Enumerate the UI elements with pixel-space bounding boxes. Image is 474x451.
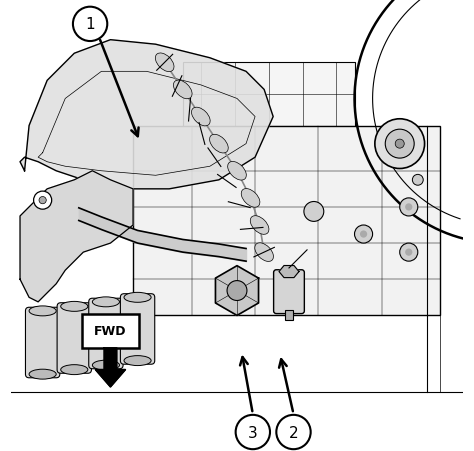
Circle shape	[385, 130, 414, 159]
Ellipse shape	[191, 108, 210, 127]
Ellipse shape	[61, 302, 88, 312]
Bar	[183, 63, 355, 126]
Circle shape	[73, 8, 107, 42]
Text: 3: 3	[248, 424, 258, 440]
Text: FWD: FWD	[94, 325, 127, 337]
Circle shape	[375, 120, 425, 169]
Ellipse shape	[92, 297, 119, 307]
FancyBboxPatch shape	[89, 299, 123, 369]
Polygon shape	[20, 171, 133, 302]
Polygon shape	[279, 266, 299, 278]
Ellipse shape	[228, 162, 246, 181]
Bar	[285, 310, 292, 320]
Ellipse shape	[173, 81, 192, 100]
Ellipse shape	[124, 356, 151, 366]
Circle shape	[405, 204, 412, 211]
FancyBboxPatch shape	[57, 303, 91, 373]
Text: 1: 1	[85, 17, 95, 32]
Ellipse shape	[250, 216, 269, 235]
Polygon shape	[216, 266, 258, 316]
Circle shape	[34, 192, 52, 210]
Ellipse shape	[241, 189, 260, 208]
Circle shape	[400, 244, 418, 262]
Bar	[104, 348, 117, 370]
Ellipse shape	[61, 365, 88, 375]
Circle shape	[360, 231, 367, 238]
Polygon shape	[20, 41, 273, 189]
FancyBboxPatch shape	[273, 270, 304, 314]
Circle shape	[400, 198, 418, 216]
Polygon shape	[96, 370, 125, 387]
Circle shape	[395, 140, 404, 149]
FancyBboxPatch shape	[26, 308, 60, 378]
Ellipse shape	[92, 360, 119, 370]
Ellipse shape	[155, 54, 174, 73]
Ellipse shape	[29, 306, 56, 316]
Bar	[133, 126, 440, 316]
Circle shape	[405, 249, 412, 256]
FancyBboxPatch shape	[82, 314, 139, 348]
Circle shape	[412, 175, 423, 186]
Circle shape	[39, 197, 46, 204]
Ellipse shape	[255, 243, 273, 262]
Circle shape	[355, 226, 373, 244]
Text: 2: 2	[289, 424, 298, 440]
Ellipse shape	[210, 135, 228, 154]
Circle shape	[236, 415, 270, 449]
Ellipse shape	[124, 293, 151, 303]
Ellipse shape	[29, 369, 56, 379]
Circle shape	[304, 202, 324, 222]
FancyBboxPatch shape	[120, 294, 155, 364]
Circle shape	[276, 415, 310, 449]
Circle shape	[227, 281, 247, 301]
